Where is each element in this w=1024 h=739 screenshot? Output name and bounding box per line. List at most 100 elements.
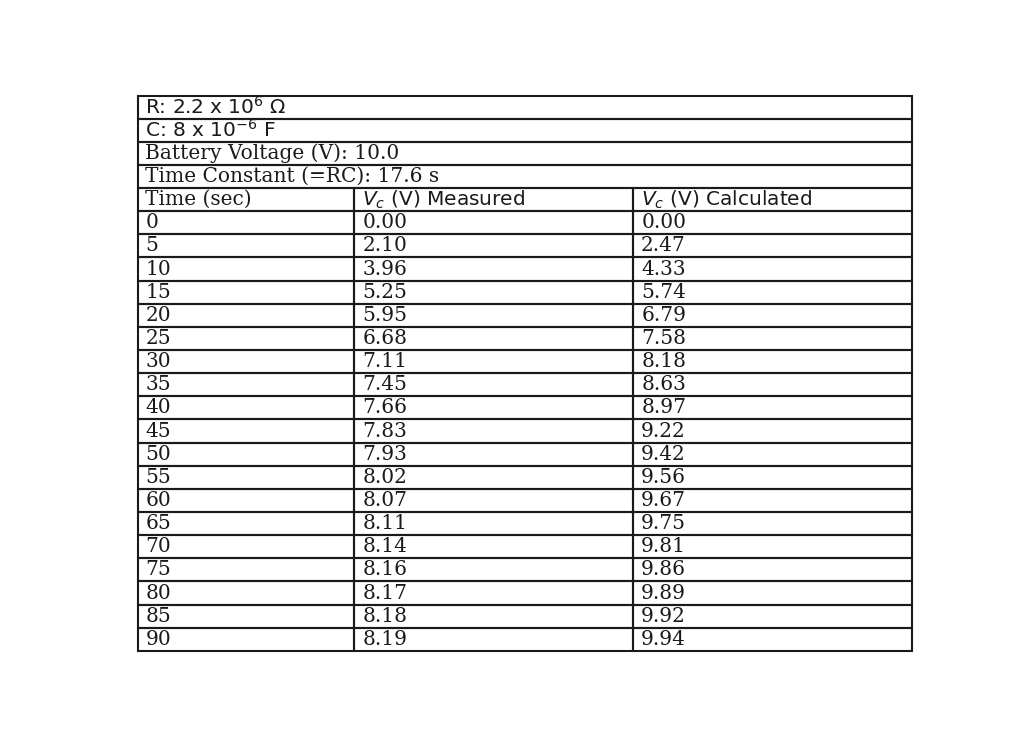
Text: R: 2.2 x 10$^6$ $\Omega$: R: 2.2 x 10$^6$ $\Omega$ bbox=[145, 96, 287, 118]
Text: 2.10: 2.10 bbox=[362, 236, 408, 256]
Bar bbox=[354, 466, 633, 489]
Bar bbox=[633, 396, 912, 420]
Bar bbox=[137, 535, 354, 559]
Bar bbox=[137, 443, 354, 466]
Bar bbox=[354, 627, 633, 651]
Text: 8.11: 8.11 bbox=[362, 514, 408, 533]
Text: 50: 50 bbox=[145, 445, 171, 463]
Bar bbox=[137, 466, 354, 489]
Bar bbox=[354, 396, 633, 420]
Bar bbox=[633, 512, 912, 535]
Text: 70: 70 bbox=[145, 537, 171, 556]
Bar bbox=[137, 489, 354, 512]
Bar bbox=[633, 489, 912, 512]
Text: 90: 90 bbox=[145, 630, 171, 649]
Bar bbox=[354, 535, 633, 559]
Text: 9.94: 9.94 bbox=[641, 630, 686, 649]
Bar bbox=[354, 281, 633, 304]
Bar bbox=[354, 234, 633, 257]
Text: 9.56: 9.56 bbox=[641, 468, 686, 487]
Bar bbox=[354, 512, 633, 535]
Text: 8.16: 8.16 bbox=[362, 560, 408, 579]
Text: 9.89: 9.89 bbox=[641, 584, 686, 602]
Text: 35: 35 bbox=[145, 375, 171, 395]
Bar bbox=[354, 327, 633, 350]
Text: 7.58: 7.58 bbox=[641, 329, 686, 348]
Text: 8.19: 8.19 bbox=[362, 630, 408, 649]
Text: 4.33: 4.33 bbox=[641, 259, 686, 279]
Bar bbox=[137, 165, 912, 188]
Text: 8.63: 8.63 bbox=[641, 375, 686, 395]
Bar bbox=[633, 443, 912, 466]
Text: 7.11: 7.11 bbox=[362, 352, 408, 371]
Bar bbox=[137, 512, 354, 535]
Text: 65: 65 bbox=[145, 514, 171, 533]
Bar bbox=[354, 350, 633, 373]
Bar bbox=[354, 443, 633, 466]
Bar bbox=[137, 257, 354, 281]
Bar bbox=[137, 327, 354, 350]
Text: 0: 0 bbox=[145, 214, 159, 232]
Bar bbox=[137, 188, 354, 211]
Text: 25: 25 bbox=[145, 329, 171, 348]
Bar bbox=[137, 211, 354, 234]
Bar bbox=[633, 281, 912, 304]
Text: 60: 60 bbox=[145, 491, 171, 510]
Text: 9.22: 9.22 bbox=[641, 421, 686, 440]
Bar bbox=[354, 420, 633, 443]
Text: 5.95: 5.95 bbox=[362, 306, 408, 325]
Bar bbox=[137, 396, 354, 420]
Bar bbox=[137, 119, 912, 142]
Text: Time Constant (=RC): 17.6 s: Time Constant (=RC): 17.6 s bbox=[145, 167, 439, 186]
Bar bbox=[633, 627, 912, 651]
Bar bbox=[633, 211, 912, 234]
Bar bbox=[137, 627, 354, 651]
Text: $V_c$ (V) Measured: $V_c$ (V) Measured bbox=[362, 188, 525, 211]
Text: 9.86: 9.86 bbox=[641, 560, 686, 579]
Bar bbox=[633, 582, 912, 605]
Bar bbox=[354, 582, 633, 605]
Bar bbox=[633, 559, 912, 582]
Text: 8.18: 8.18 bbox=[362, 607, 408, 626]
Text: 3.96: 3.96 bbox=[362, 259, 408, 279]
Bar bbox=[633, 466, 912, 489]
Text: 5: 5 bbox=[145, 236, 159, 256]
Text: 85: 85 bbox=[145, 607, 171, 626]
Bar bbox=[633, 420, 912, 443]
Text: 9.92: 9.92 bbox=[641, 607, 686, 626]
Text: 2.47: 2.47 bbox=[641, 236, 686, 256]
Bar bbox=[137, 142, 912, 165]
Bar bbox=[137, 304, 354, 327]
Text: 7.83: 7.83 bbox=[362, 421, 408, 440]
Text: 6.68: 6.68 bbox=[362, 329, 408, 348]
Text: C: 8 x 10$^{-6}$ F: C: 8 x 10$^{-6}$ F bbox=[145, 119, 276, 141]
Text: 8.07: 8.07 bbox=[362, 491, 408, 510]
Text: 5.25: 5.25 bbox=[362, 283, 408, 302]
Bar bbox=[633, 304, 912, 327]
Text: 40: 40 bbox=[145, 398, 171, 418]
Text: Time (sec): Time (sec) bbox=[145, 190, 252, 209]
Bar bbox=[633, 350, 912, 373]
Text: 10: 10 bbox=[145, 259, 171, 279]
Bar bbox=[137, 373, 354, 396]
Bar bbox=[633, 535, 912, 559]
Text: 55: 55 bbox=[145, 468, 171, 487]
Text: 8.18: 8.18 bbox=[641, 352, 686, 371]
Bar bbox=[633, 257, 912, 281]
Bar bbox=[633, 188, 912, 211]
Text: 45: 45 bbox=[145, 421, 171, 440]
Bar bbox=[354, 373, 633, 396]
Text: 80: 80 bbox=[145, 584, 171, 602]
Bar bbox=[137, 281, 354, 304]
Text: 5.74: 5.74 bbox=[641, 283, 686, 302]
Text: 0.00: 0.00 bbox=[362, 214, 408, 232]
Text: 30: 30 bbox=[145, 352, 171, 371]
Bar bbox=[137, 559, 354, 582]
Text: 75: 75 bbox=[145, 560, 171, 579]
Text: 9.81: 9.81 bbox=[641, 537, 686, 556]
Text: 0.00: 0.00 bbox=[641, 214, 686, 232]
Text: 6.79: 6.79 bbox=[641, 306, 686, 325]
Text: 9.42: 9.42 bbox=[641, 445, 686, 463]
Bar bbox=[633, 327, 912, 350]
Text: $V_c$ (V) Calculated: $V_c$ (V) Calculated bbox=[641, 188, 812, 211]
